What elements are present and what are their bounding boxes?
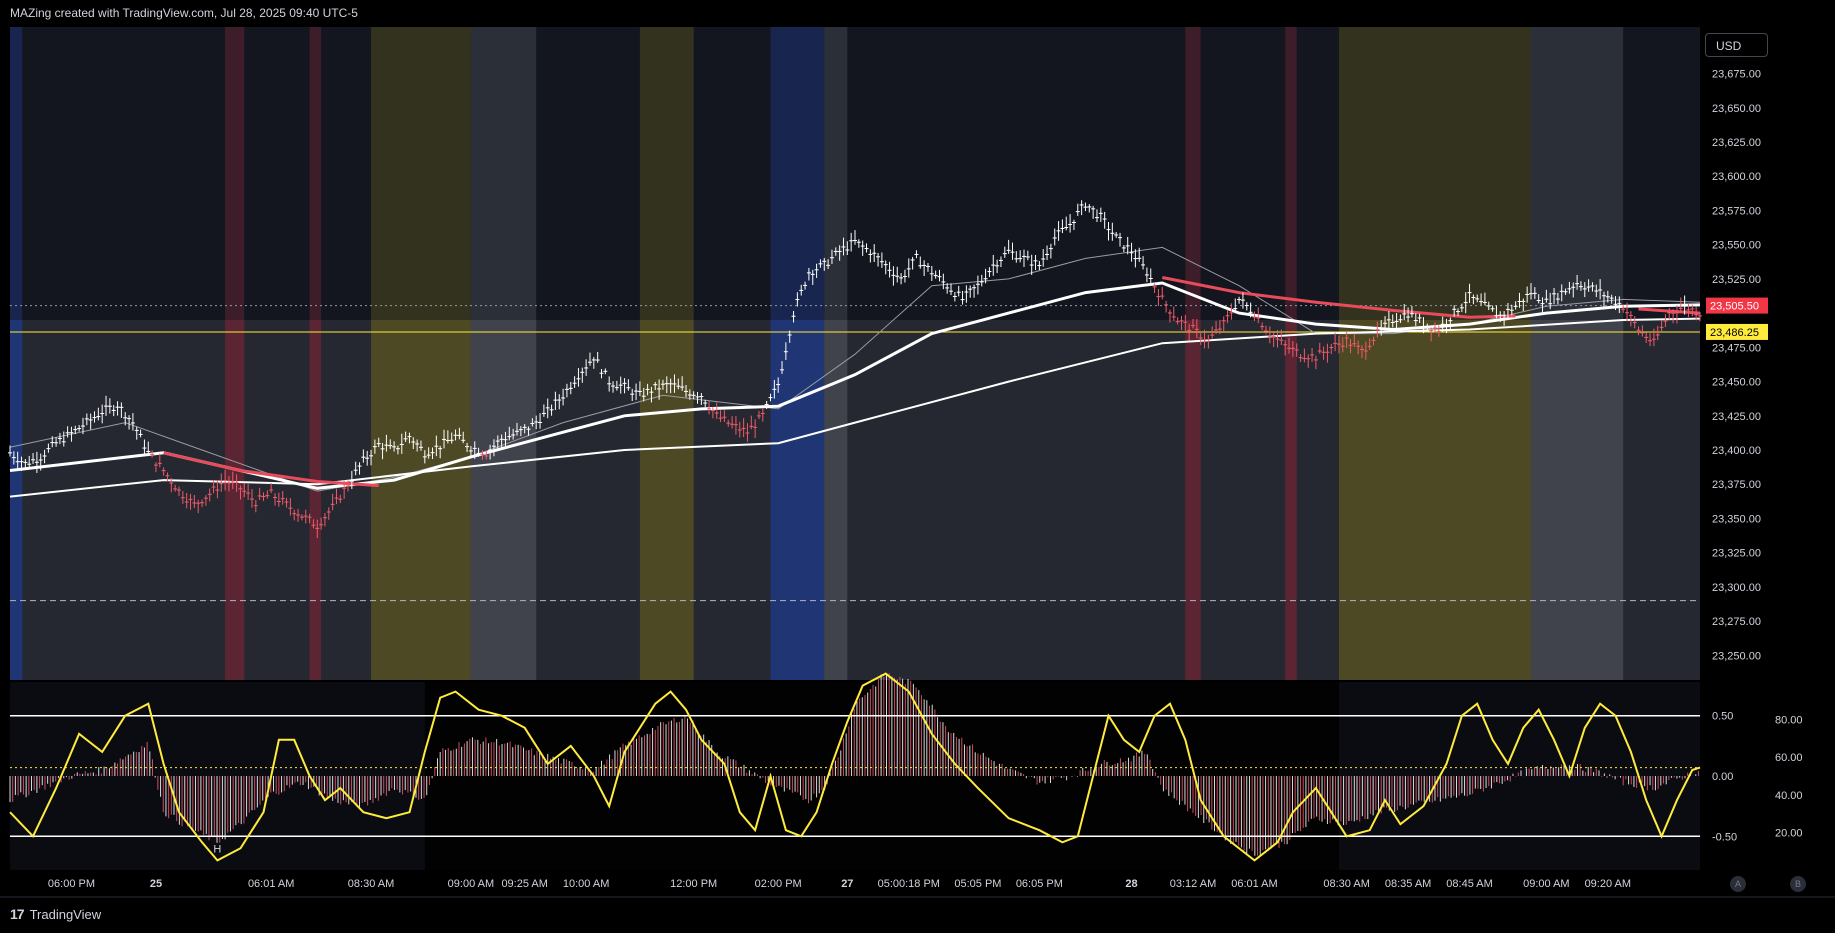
oscillator-dark-band <box>424 682 1339 870</box>
session-band-bottom <box>225 319 245 680</box>
oscillator-tick-right: 60.00 <box>1775 752 1803 764</box>
time-axis: 06:00 PM 25 06:01 AM 08:30 AM 09:00 AM 09:25 … <box>0 878 1835 898</box>
price-tick-label: 23,400.00 <box>1712 445 1761 457</box>
time-tick-label: 06:01 AM <box>1231 878 1277 890</box>
chart-caption: MAZing created with TradingView.com, Jul… <box>10 6 358 20</box>
time-tick-label: 09:00 AM <box>448 878 494 890</box>
oscillator-annotation: H <box>213 843 221 855</box>
brand-name: TradingView <box>29 906 102 922</box>
currency-selector[interactable]: USD <box>1705 33 1768 57</box>
time-tick-label: 27 <box>841 878 853 890</box>
time-tick-label: 06:05 PM <box>1016 878 1063 890</box>
session-band-bottom <box>770 319 825 680</box>
price-tick-label: 23,600.00 <box>1712 171 1761 183</box>
price-tick-label: 23,350.00 <box>1712 513 1761 525</box>
price-tick-label: 23,550.00 <box>1712 240 1761 252</box>
oscillator-tick-right: 20.00 <box>1775 827 1803 839</box>
price-tick-label: 23,675.00 <box>1712 69 1761 81</box>
time-tick-label: 02:00 PM <box>755 878 802 890</box>
horizontal-levels <box>10 305 1700 602</box>
price-label-box <box>1706 323 1768 340</box>
price-tick-label: 23,450.00 <box>1712 377 1761 389</box>
price-label-text: 23,505.50 <box>1710 301 1759 313</box>
time-tick-label: 08:45 AM <box>1446 878 1492 890</box>
ema-slow-line <box>9 317 1701 498</box>
time-tick-label: 08:35 AM <box>1385 878 1431 890</box>
session-band-bottom <box>309 319 322 680</box>
price-tick-label: 23,525.00 <box>1712 274 1761 286</box>
time-tick-label: 25 <box>150 878 162 890</box>
price-label-box <box>1706 297 1768 314</box>
time-tick-label: 08:30 AM <box>1323 878 1369 890</box>
session-band-bottom <box>1531 319 1624 680</box>
session-band-bottom <box>10 319 23 680</box>
price-tick-label: 23,325.00 <box>1712 548 1761 560</box>
oscillator-tick-right: 80.00 <box>1775 715 1803 727</box>
price-tick-label: 23,300.00 <box>1712 582 1761 594</box>
price-tick-label: 23,475.00 <box>1712 342 1761 354</box>
oscillator-tick-left: -0.50 <box>1712 831 1737 843</box>
time-tick-label: 09:25 AM <box>501 878 547 890</box>
oscillator-line <box>9 672 1701 862</box>
session-band-bottom <box>1285 319 1297 680</box>
price-axis: 23,675.00 23,650.00 23,625.00 23,600.00 23,5… <box>1706 69 1768 662</box>
price-tick-label: 23,650.00 <box>1712 103 1761 115</box>
time-tick-label: 03:12 AM <box>1170 878 1216 890</box>
price-series <box>8 200 1702 539</box>
price-tick-label: 23,250.00 <box>1712 650 1761 662</box>
price-label-text: 23,486.25 <box>1710 327 1759 339</box>
tradingview-logo-icon: 17 <box>10 906 25 922</box>
session-band-bottom <box>371 319 471 680</box>
time-tick-label: 08:30 AM <box>348 878 394 890</box>
price-tick-label: 23,275.00 <box>1712 616 1761 628</box>
ema-mid-red-segment <box>1162 276 1516 319</box>
time-tick-label: 09:20 AM <box>1585 878 1631 890</box>
time-tick-label: 28 <box>1125 878 1137 890</box>
auto-scale-button[interactable]: A <box>1730 876 1746 892</box>
time-tick-label: 10:00 AM <box>563 878 609 890</box>
oscillator-pane: H 0.50 0.00 -0.50 80.00 60.00 40.00 20.00 <box>9 672 1803 862</box>
oscillator-tick-right: 40.00 <box>1775 790 1803 802</box>
time-tick-label: 12:00 PM <box>670 878 717 890</box>
session-band-bottom <box>824 319 848 680</box>
footer-branding: 17 TradingView <box>10 906 101 922</box>
time-tick-label: 06:01 AM <box>248 878 294 890</box>
session-backgrounds <box>10 27 1700 870</box>
price-tick-label: 23,575.00 <box>1712 205 1761 217</box>
moving-averages <box>9 246 1701 498</box>
price-tick-label: 23,425.00 <box>1712 411 1761 423</box>
scale-b-button[interactable]: B <box>1790 876 1806 892</box>
session-band-bottom <box>470 319 537 680</box>
price-tick-label: 23,375.00 <box>1712 479 1761 491</box>
price-tick-label: 23,625.00 <box>1712 137 1761 149</box>
time-tick-label: 09:00 AM <box>1523 878 1569 890</box>
oscillator-tick-left: 0.50 <box>1712 711 1733 723</box>
session-band-bottom <box>639 319 694 680</box>
session-band-bottom <box>1338 319 1531 680</box>
time-tick-label: 05:05 PM <box>954 878 1001 890</box>
time-tick-label: 05:00:18 PM <box>878 878 940 890</box>
time-tick-label: 06:00 PM <box>48 878 95 890</box>
session-band-bottom <box>1185 319 1201 680</box>
oscillator-tick-left: 0.00 <box>1712 771 1733 783</box>
